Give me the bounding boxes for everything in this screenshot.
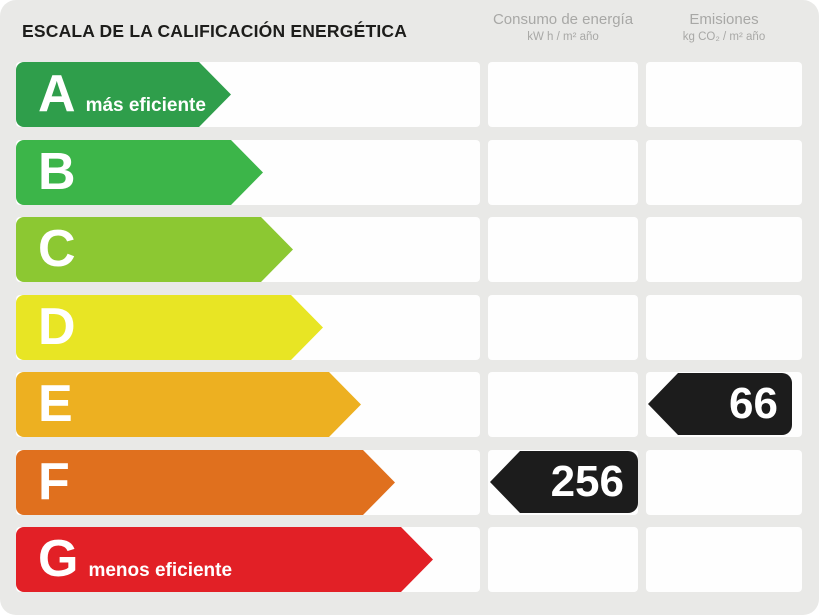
page-title: ESCALA DE LA CALIFICACIÓN ENERGÉTICA — [22, 21, 408, 41]
emissions-cell — [646, 527, 802, 592]
emissions-unit: kg CO₂ / m² año — [682, 31, 766, 43]
rating-letter: A — [38, 65, 76, 123]
consumption-value-tag: 256 — [490, 451, 638, 513]
rating-arrow-a: A más eficiente — [16, 62, 231, 127]
rating-arrow-c: C — [16, 217, 293, 282]
consumption-cell — [488, 372, 638, 437]
emissions-value-tag: 66 — [648, 373, 792, 435]
consumption-value: 256 — [550, 457, 624, 506]
rating-row-e: E 66 — [0, 372, 819, 437]
emissions-cell — [646, 295, 802, 360]
rating-letter: E — [38, 375, 73, 433]
consumption-cell — [488, 62, 638, 127]
consumption-label: Consumo de energía — [492, 11, 634, 28]
emissions-label: Emisiones — [689, 11, 759, 28]
consumption-cell — [488, 295, 638, 360]
rating-row-c: C — [0, 217, 819, 282]
rating-arrow-g: G menos eficiente — [16, 527, 433, 592]
rating-letter: F — [38, 453, 70, 511]
rating-letter: D — [38, 298, 76, 356]
consumption-cell — [488, 140, 638, 205]
consumption-cell — [488, 527, 638, 592]
consumption-column-header: Consumo de energía kW h / m² año — [488, 10, 638, 45]
rating-letter: G — [38, 530, 79, 588]
rating-note: más eficiente — [85, 95, 206, 116]
rating-row-a: A más eficiente — [0, 62, 819, 127]
rating-arrow-e: E — [16, 372, 361, 437]
emissions-column-header: Emisiones kg CO₂ / m² año — [646, 10, 802, 45]
rating-row-f: F 256 — [0, 450, 819, 515]
rating-arrow-f: F — [16, 450, 395, 515]
rating-row-d: D — [0, 295, 819, 360]
rating-letter: B — [38, 143, 76, 201]
emissions-cell — [646, 62, 802, 127]
consumption-cell — [488, 217, 638, 282]
rating-arrow-d: D — [16, 295, 323, 360]
rating-note: menos eficiente — [88, 560, 233, 581]
consumption-unit: kW h / m² año — [527, 31, 599, 43]
emissions-cell — [646, 217, 802, 282]
rating-row-g: G menos eficiente — [0, 527, 819, 592]
rating-row-b: B — [0, 140, 819, 205]
emissions-value: 66 — [729, 379, 778, 428]
emissions-cell — [646, 140, 802, 205]
rating-letter: C — [38, 220, 76, 278]
rating-arrow-b: B — [16, 140, 263, 205]
emissions-cell — [646, 450, 802, 515]
